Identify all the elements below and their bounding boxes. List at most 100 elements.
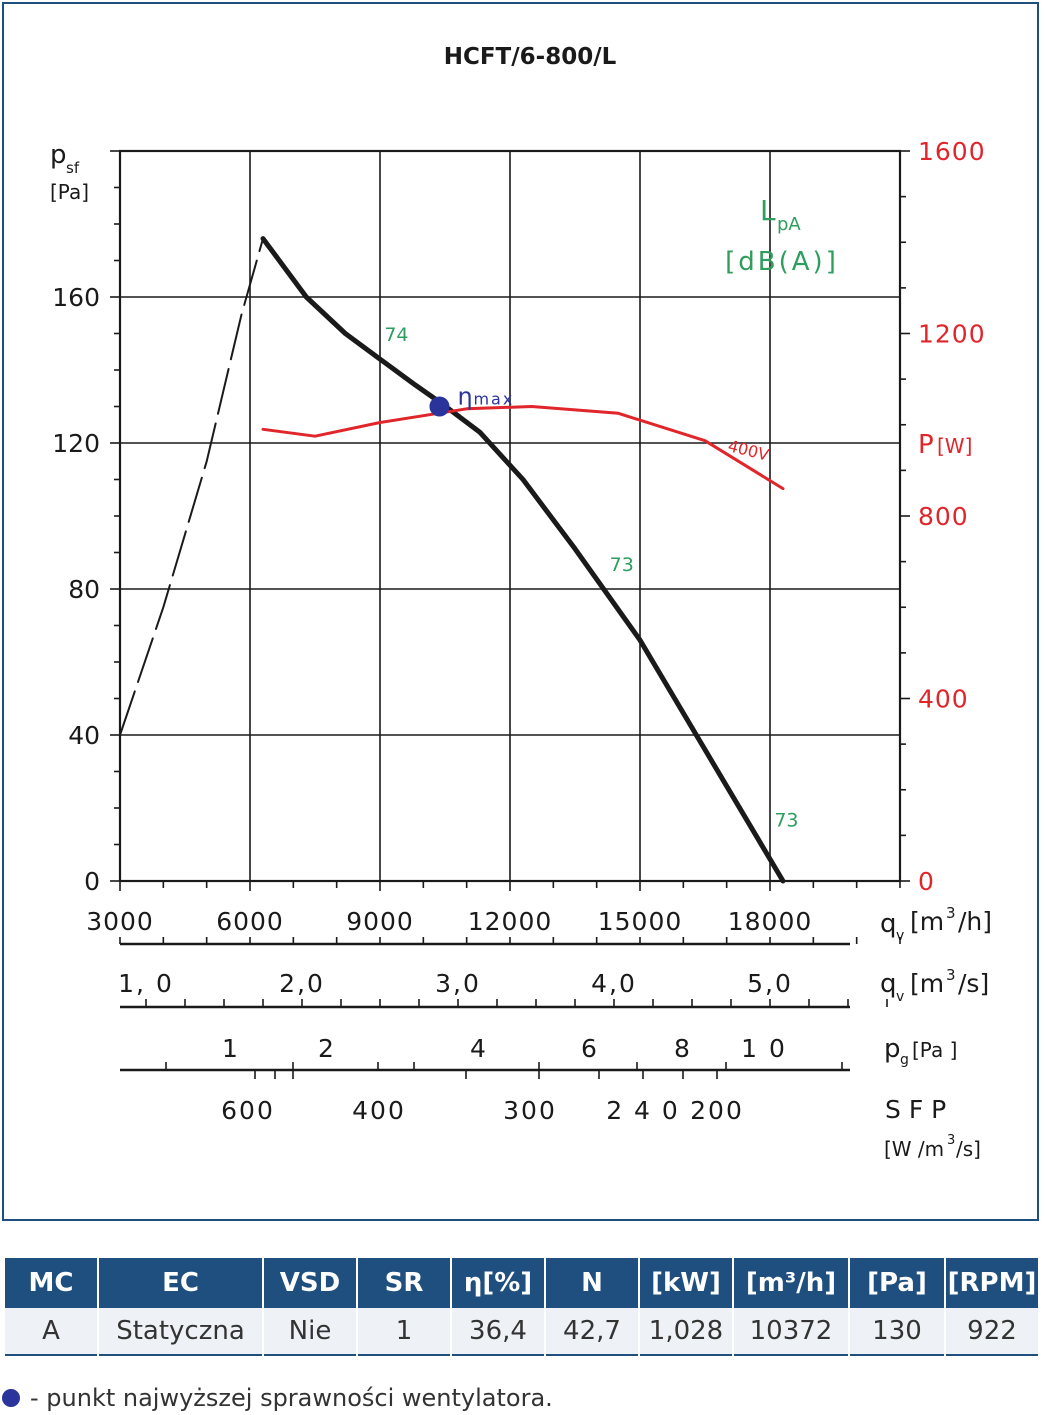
y-tick-label: 160 <box>52 283 100 312</box>
chart-title: HCFT/6-800/L <box>444 44 617 70</box>
scale-label-sfp: 2 4 0 <box>606 1096 680 1125</box>
x-tick-label: 9000 <box>346 907 414 936</box>
table-header-row: MC EC VSD SR η[%] N [kW] [m³/h] [Pa] [RPM] <box>5 1258 1038 1308</box>
legend-note-text: - punkt najwyższej sprawności wentylator… <box>30 1384 553 1412</box>
axis-labels: p sf [Pa] P [W] L pA [dB(A)] q v [m 3/h] <box>50 140 992 944</box>
x-axis-unit-end: /h] <box>958 907 992 936</box>
scale-label-pg: 4 <box>470 1034 488 1063</box>
series-line-400V <box>261 405 785 491</box>
x-tick-label: 6000 <box>216 907 284 936</box>
series-line-pressure <box>260 236 786 884</box>
scale-unit-qv-m3s-sub: v <box>896 989 904 1005</box>
x-axis-unit-sup: 3 <box>946 904 956 922</box>
y-axis-label: p <box>50 140 67 170</box>
table-cell: 36,4 <box>452 1308 544 1356</box>
table-cell: Statyczna <box>99 1308 262 1356</box>
y-tick-label: 80 <box>68 575 100 604</box>
noise-value-label: 73 <box>610 554 634 576</box>
scale-unit-pg-b: [Pa ] <box>912 1038 957 1062</box>
scale-unit-sfp-sup: 3 <box>947 1133 955 1148</box>
table-cell: 42,7 <box>546 1308 638 1356</box>
y2-tick-label: 1200 <box>918 320 986 349</box>
scale-label-sfp: 200 <box>690 1096 744 1125</box>
scale-unit-pg: p <box>884 1034 901 1064</box>
scale-label-qv-m3s: 1, 0 <box>118 969 174 998</box>
table-header-cell: EC <box>99 1258 262 1308</box>
scale-unit-qv-m3s-a: [m <box>910 969 944 998</box>
eta-max-label-sub: max <box>473 390 514 409</box>
y-tick-label: 40 <box>68 721 100 750</box>
x-tick-label: 3000 <box>86 907 154 936</box>
scale-unit-qv-m3s-sup: 3 <box>946 966 956 984</box>
table-header-cell: N <box>546 1258 638 1308</box>
table-cell: 130 <box>850 1308 944 1356</box>
noise-label: L <box>760 194 776 227</box>
scale-unit-sfp-a: [W /m <box>884 1137 944 1161</box>
table-cell: Nie <box>264 1308 356 1356</box>
scale-label-qv-m3s: 2,0 <box>279 969 325 998</box>
table-header-cell: [RPM] <box>946 1258 1038 1308</box>
series-layer: 400V 74 73 73 η max <box>119 236 799 884</box>
table-header-cell: [kW] <box>640 1258 732 1308</box>
y-tick-label: 0 <box>84 867 100 896</box>
scale-label-pg: 1 0 <box>741 1034 787 1063</box>
secondary-scales: 1, 0 2,0 3,0 4,0 5,0 q v [m 3/s]1 2 4 6 8 1 0 p g [Pa ]6… <box>118 937 989 1161</box>
noise-unit: [dB(A)] <box>725 247 839 277</box>
noise-label-sub: pA <box>777 214 801 235</box>
y2-tick-label: 1600 <box>918 137 986 166</box>
y-axis-unit: [Pa] <box>50 180 89 204</box>
table-header-cell: MC <box>5 1258 97 1308</box>
table-header-cell: SR <box>358 1258 450 1308</box>
scale-unit-sfp-b: /s] <box>956 1137 981 1161</box>
y2-tick-label: 800 <box>918 502 969 531</box>
scale-label-pg: 2 <box>318 1034 336 1063</box>
eta-max-point <box>429 396 450 417</box>
table-cell: 922 <box>946 1308 1038 1356</box>
y2-axis-unit: [W] <box>937 434 972 458</box>
y-tick-label: 120 <box>52 429 100 458</box>
table-header-cell: [Pa] <box>850 1258 944 1308</box>
y2-axis-label: P <box>918 430 934 460</box>
table-body: A Statyczna Nie 1 36,4 42,7 1,028 10372 130 922 <box>5 1308 1038 1356</box>
scale-label-pg: 8 <box>674 1034 692 1063</box>
table-header-cell: η[%] <box>452 1258 544 1308</box>
x-tick-label: 15000 <box>598 907 683 936</box>
scale-label-pg: 1 <box>222 1034 240 1063</box>
table-row: A Statyczna Nie 1 36,4 42,7 1,028 10372 130 922 <box>5 1308 1038 1356</box>
scale-label-qv-m3s: 3,0 <box>435 969 481 998</box>
scale-unit-sfp: S F P <box>885 1095 946 1124</box>
eta-max-legend: - punkt najwyższej sprawności wentylator… <box>2 1384 553 1412</box>
scale-label-sfp: 300 <box>503 1096 557 1125</box>
scale-label-qv-m3s: 4,0 <box>591 969 637 998</box>
chart-frame <box>2 2 1039 1221</box>
scale-label-pg: 6 <box>581 1034 599 1063</box>
series-line-pressure-unstable <box>119 237 264 736</box>
y2-tick-label: 0 <box>918 867 935 896</box>
x-axis-label-sub: v <box>896 928 904 944</box>
noise-value-label: 74 <box>384 324 408 346</box>
y2-tick-label: 400 <box>918 685 969 714</box>
parameters-table: MC EC VSD SR η[%] N [kW] [m³/h] [Pa] [RPM] A Staty… <box>3 1258 1040 1356</box>
table-header-cell: VSD <box>264 1258 356 1308</box>
scale-unit-qv-m3s-b: /s] <box>958 969 989 998</box>
scale-label-sfp: 400 <box>352 1096 406 1125</box>
eta-max-label: η <box>457 383 472 411</box>
table-cell: 1,028 <box>640 1308 732 1356</box>
y-axis-label-sub: sf <box>66 159 80 177</box>
series-label-400v: 400V <box>726 436 771 464</box>
table-cell: 1 <box>358 1308 450 1356</box>
eta-max-dot-icon <box>2 1389 20 1407</box>
scale-label-qv-m3s: 5,0 <box>747 969 793 998</box>
table-cell: 10372 <box>734 1308 848 1356</box>
noise-value-label: 73 <box>774 809 798 831</box>
table-header-cell: [m³/h] <box>734 1258 848 1308</box>
x-axis-unit: [m <box>910 907 944 936</box>
table-cell: A <box>5 1308 97 1356</box>
scale-label-sfp: 600 <box>221 1096 275 1125</box>
x-tick-label: 18000 <box>728 907 813 936</box>
x-axis-label: q <box>880 909 897 939</box>
scale-unit-qv-m3s: q <box>880 969 897 999</box>
x-tick-label: 12000 <box>468 907 553 936</box>
